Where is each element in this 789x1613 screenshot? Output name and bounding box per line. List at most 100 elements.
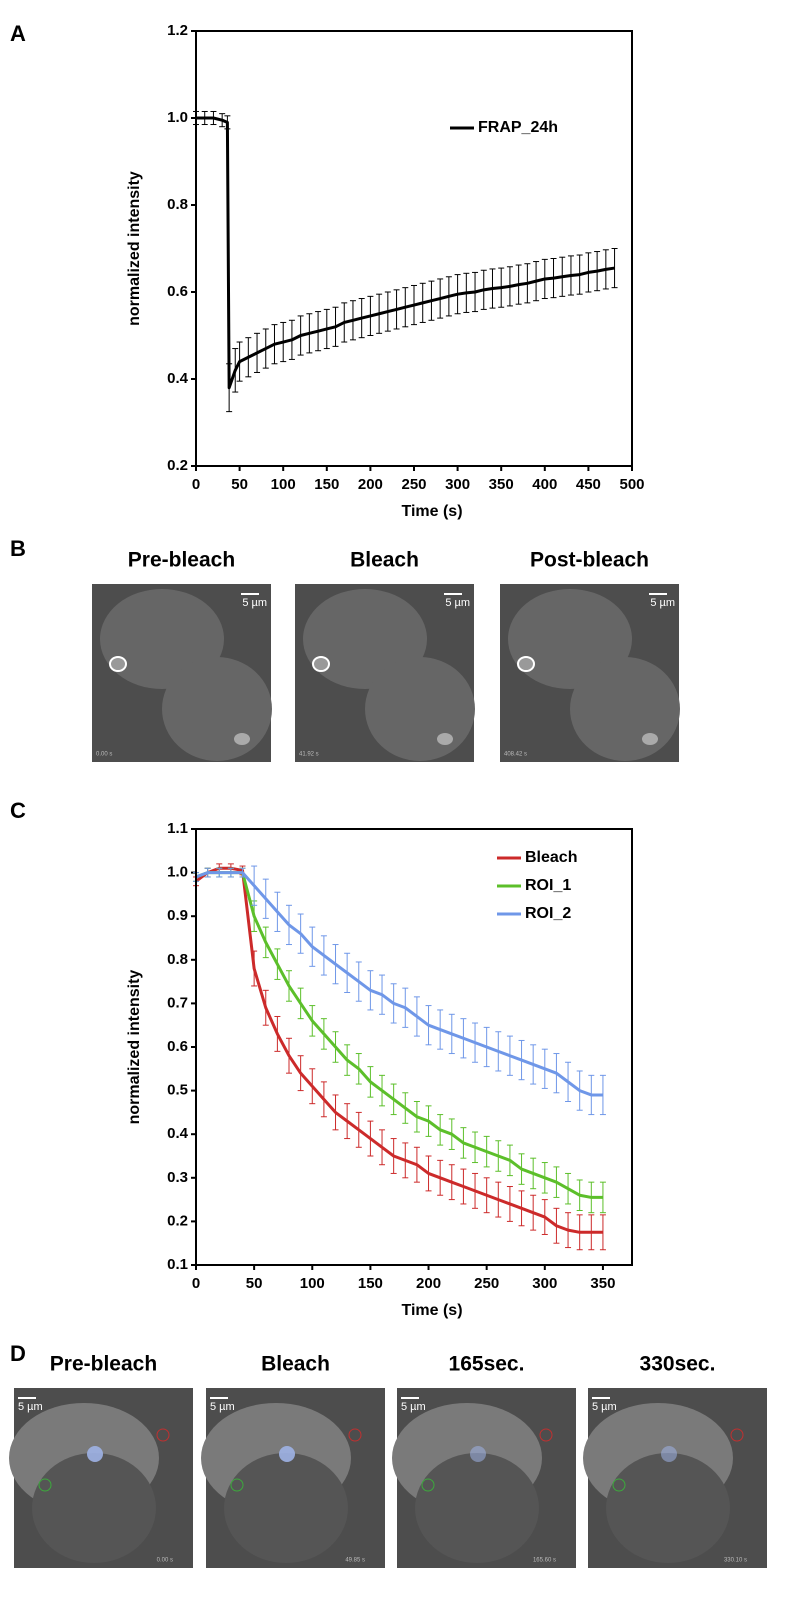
scale-label: 5 µm (445, 597, 470, 609)
x-tick-label: 0 (192, 476, 200, 493)
y-tick-label: 0.2 (167, 457, 188, 474)
scale-label: 5 µm (242, 597, 267, 609)
bright-spot (234, 733, 250, 745)
x-axis-label: Time (s) (401, 503, 462, 520)
scale-label: 5 µm (592, 1401, 617, 1413)
image-title: Pre-bleach (128, 549, 235, 572)
panel-label: B (10, 536, 26, 561)
x-tick-label: 50 (231, 476, 248, 493)
x-tick-label: 250 (401, 476, 426, 493)
legend-label: ROI_1 (525, 877, 571, 894)
x-tick-label: 300 (532, 1275, 557, 1292)
y-tick-label: 0.4 (167, 370, 189, 387)
y-tick-label: 0.2 (167, 1212, 188, 1229)
y-tick-label: 0.7 (167, 994, 188, 1011)
error-bar (599, 1074, 606, 1116)
roi-circle (109, 656, 127, 672)
y-tick-label: 0.8 (167, 951, 188, 968)
x-tick-label: 50 (246, 1275, 263, 1292)
image-title: 330sec. (640, 1353, 716, 1376)
roi-red (156, 1428, 170, 1442)
y-tick-label: 0.8 (167, 196, 188, 213)
legend-label: FRAP_24h (478, 119, 558, 136)
series-line (195, 871, 603, 1199)
series-line (196, 116, 615, 390)
x-tick-label: 350 (489, 476, 514, 493)
y-tick-label: 0.6 (167, 1038, 188, 1055)
x-tick-label: 0 (192, 1275, 200, 1292)
x-tick-label: 350 (590, 1275, 615, 1292)
roi-circle (312, 656, 330, 672)
roi-red (539, 1428, 553, 1442)
bleach-spot (661, 1446, 677, 1462)
x-tick-label: 200 (416, 1275, 441, 1292)
bright-spot (437, 733, 453, 745)
roi-red (730, 1428, 744, 1442)
roi-green (38, 1478, 52, 1492)
y-tick-label: 0.4 (167, 1125, 189, 1142)
roi-green (421, 1478, 435, 1492)
scale-label: 5 µm (210, 1401, 235, 1413)
x-tick-label: 100 (300, 1275, 325, 1292)
x-tick-label: 250 (474, 1275, 499, 1292)
y-tick-label: 1.2 (167, 22, 188, 39)
roi-red (348, 1428, 362, 1442)
series-line (195, 871, 603, 1097)
x-tick-label: 500 (619, 476, 644, 493)
timestamp: 165.60 s (533, 1558, 556, 1564)
bright-spot (642, 733, 658, 745)
bleach-spot (279, 1446, 295, 1462)
timestamp: 49.85 s (345, 1558, 365, 1564)
roi-green (612, 1478, 626, 1492)
panel-label: A (10, 21, 26, 46)
x-tick-label: 200 (358, 476, 383, 493)
cell-nucleus (162, 657, 272, 761)
y-tick-label: 0.5 (167, 1082, 188, 1099)
timestamp: 330.10 s (724, 1558, 747, 1564)
y-tick-label: 1.1 (167, 820, 188, 837)
scale-label: 5 µm (18, 1401, 43, 1413)
cell-nucleus (32, 1453, 156, 1563)
y-tick-label: 0.6 (167, 283, 188, 300)
plot-frame (195, 30, 633, 467)
y-tick-label: 1.0 (167, 109, 188, 126)
bleach-spot (87, 1446, 103, 1462)
scale-label: 5 µm (401, 1401, 426, 1413)
y-tick-label: 0.1 (167, 1256, 188, 1273)
cell-nucleus (606, 1453, 730, 1563)
error-bar (599, 1181, 606, 1214)
cell-nucleus (365, 657, 475, 761)
x-tick-label: 100 (271, 476, 296, 493)
y-tick-label: 0.3 (167, 1169, 188, 1186)
legend-label: ROI_2 (525, 905, 571, 922)
panel-label: C (10, 798, 26, 823)
error-bar (599, 1214, 606, 1251)
cell-nucleus (224, 1453, 348, 1563)
image-title: Bleach (261, 1353, 330, 1376)
y-tick-label: 0.9 (167, 907, 188, 924)
x-tick-label: 450 (576, 476, 601, 493)
timestamp: 408.42 s (504, 752, 527, 758)
image-title: Bleach (350, 549, 419, 572)
cell-nucleus (570, 657, 680, 761)
plot-frame (195, 828, 633, 1266)
image-title: Post-bleach (530, 549, 649, 572)
x-tick-label: 300 (445, 476, 470, 493)
y-axis-label: normalized intensity (126, 171, 143, 326)
x-tick-label: 400 (532, 476, 557, 493)
scale-label: 5 µm (650, 597, 675, 609)
panel-label: D (10, 1341, 26, 1366)
y-tick-label: 1.0 (167, 864, 188, 881)
legend-label: Bleach (525, 849, 577, 866)
timestamp: 0.00 s (96, 752, 112, 758)
x-tick-label: 150 (314, 476, 339, 493)
x-tick-label: 150 (358, 1275, 383, 1292)
bleach-spot (470, 1446, 486, 1462)
roi-green (230, 1478, 244, 1492)
series-line (195, 866, 603, 1234)
timestamp: 41.92 s (299, 752, 319, 758)
x-axis-label: Time (s) (401, 1302, 462, 1319)
image-title: 165sec. (449, 1353, 525, 1376)
